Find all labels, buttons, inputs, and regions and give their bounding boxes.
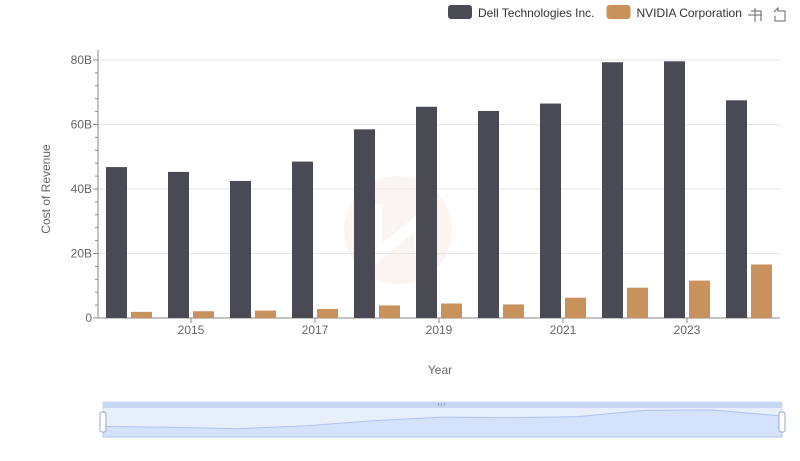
y-tick-label: 80B xyxy=(71,53,92,67)
y-axis: 0 20B 40B 60B 80B xyxy=(71,50,99,325)
y-tick-label: 60B xyxy=(71,118,92,132)
bar-dell[interactable] xyxy=(664,61,685,318)
bar-dell[interactable] xyxy=(416,106,437,318)
y-tick-label: 40B xyxy=(71,182,92,196)
legend-swatch xyxy=(606,5,631,19)
bar-nvidia[interactable] xyxy=(379,305,400,318)
bar-dell[interactable] xyxy=(106,167,127,318)
bar-nvidia[interactable] xyxy=(255,310,276,318)
bar-dell[interactable] xyxy=(726,100,747,318)
bar-nvidia[interactable] xyxy=(565,297,586,318)
bar-nvidia[interactable] xyxy=(627,287,648,318)
x-axis: 2015 2017 2019 2021 2023 xyxy=(98,317,780,337)
zoom-slider-left-handle[interactable] xyxy=(99,411,107,433)
bar-dell[interactable] xyxy=(478,110,499,318)
bar-nvidia[interactable] xyxy=(193,311,214,318)
x-tick-label: 2021 xyxy=(550,323,577,337)
x-tick-label: 2015 xyxy=(178,323,205,337)
zoom-slider[interactable] xyxy=(99,401,786,438)
x-tick-label: 2017 xyxy=(302,323,329,337)
x-axis-title: Year xyxy=(428,363,452,377)
legend-label: Dell Technologies Inc. xyxy=(478,6,595,20)
legend-item[interactable]: NVIDIA Corporation xyxy=(606,5,742,20)
bar-nvidia[interactable] xyxy=(441,303,462,318)
zoom-slider-right-handle[interactable] xyxy=(778,411,786,433)
bar-nvidia[interactable] xyxy=(689,280,710,318)
x-tick-label: 2019 xyxy=(426,323,453,337)
zoom-slider-preview xyxy=(102,409,783,438)
legend-label: NVIDIA Corporation xyxy=(637,6,742,20)
grip-icon[interactable] xyxy=(438,403,445,406)
bar-dell[interactable] xyxy=(168,171,189,318)
legend-swatch xyxy=(448,5,472,19)
legend-item[interactable]: Dell Technologies Inc. xyxy=(448,5,595,20)
bar-nvidia[interactable] xyxy=(131,311,152,318)
bar-dell[interactable] xyxy=(602,62,623,318)
bar-nvidia[interactable] xyxy=(503,304,524,318)
bar-nvidia[interactable] xyxy=(317,308,338,318)
bar-dell[interactable] xyxy=(540,103,561,318)
bars[interactable] xyxy=(106,61,772,318)
y-tick-label: 20B xyxy=(71,247,92,261)
x-tick-label: 2023 xyxy=(674,323,701,337)
y-axis-title: Cost of Revenue xyxy=(39,144,53,234)
zoom-slider-top-bar[interactable] xyxy=(103,402,782,408)
legend[interactable]: Dell Technologies Inc. NVIDIA Corporation xyxy=(448,5,742,20)
zoom-select-icon[interactable] xyxy=(748,8,762,22)
restore-icon[interactable] xyxy=(773,6,786,22)
bar-nvidia[interactable] xyxy=(751,264,772,318)
y-tick-label: 0 xyxy=(85,311,92,325)
bar-dell[interactable] xyxy=(230,180,251,318)
bar-dell[interactable] xyxy=(354,129,375,318)
bar-dell[interactable] xyxy=(292,161,313,318)
